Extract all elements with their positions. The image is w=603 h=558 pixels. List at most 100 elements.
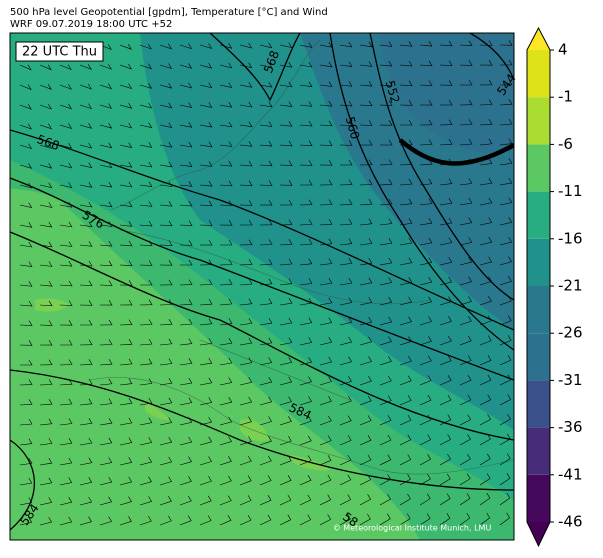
wind-barb: [79, 418, 93, 426]
wind-barb: [299, 376, 312, 386]
wind-barb: [99, 299, 113, 306]
wind-barb: [59, 182, 73, 188]
wind-barb: [319, 317, 333, 326]
wind-barb: [339, 238, 353, 246]
wind-barb: [279, 101, 293, 107]
wind-barb: [339, 514, 351, 526]
wind-barb: [379, 493, 391, 506]
wind-barb: [479, 493, 491, 506]
wind-barb: [499, 40, 513, 46]
wind-barb: [119, 319, 133, 326]
wind-barb: [180, 259, 193, 266]
wind-barb: [459, 315, 472, 326]
wind-barb: [379, 61, 393, 67]
wind-barb: [199, 239, 213, 246]
wind-barb: [19, 202, 33, 209]
wind-barb: [199, 377, 213, 386]
wind-barb: [319, 435, 332, 446]
wind-barb: [79, 457, 93, 466]
wind-barb: [219, 338, 233, 346]
wind-barb: [479, 414, 492, 426]
wind-barb: [359, 218, 373, 226]
wind-barb: [439, 335, 452, 346]
wind-barb: [439, 257, 453, 266]
wind-barb: [119, 299, 133, 306]
wind-barb: [499, 473, 511, 486]
wind-barb: [139, 181, 153, 188]
wind-barb: [259, 376, 273, 386]
wind-barb: [219, 298, 233, 306]
wind-barbs: [19, 40, 513, 526]
wind-barb: [399, 257, 413, 266]
wind-barb: [419, 355, 432, 366]
wind-barb: [459, 138, 473, 146]
colorbar-tick-label: -36: [558, 418, 583, 436]
wind-barb: [179, 318, 193, 326]
wind-barb: [219, 180, 233, 187]
wind-barb: [139, 260, 153, 266]
wind-barb: [20, 359, 33, 366]
wind-barb: [159, 358, 173, 366]
wind-barb: [199, 318, 213, 326]
wind-barb: [139, 220, 153, 227]
wind-barb: [99, 44, 112, 51]
map: [10, 33, 514, 540]
colorbar: 4 -1 -6 -11 -16 -21 -26 -31 -36 -41 -46: [526, 26, 583, 548]
colorbar-tick-label: -6: [558, 135, 573, 153]
colorbar-extend: [527, 522, 550, 546]
wind-barb: [319, 120, 333, 127]
wind-barb: [439, 355, 452, 366]
wind-barb: [339, 199, 353, 206]
wind-barb: [39, 123, 53, 130]
wind-barb: [279, 199, 293, 206]
wind-barb: [59, 261, 73, 267]
wind-barb: [159, 82, 173, 89]
wind-barb: [239, 436, 252, 446]
wind-barb: [399, 493, 411, 506]
wind-barb: [219, 416, 233, 426]
wind-barb: [399, 198, 413, 206]
wind-barb: [399, 218, 413, 226]
wind-barb: [379, 513, 391, 526]
colorbar-tick-label: -31: [558, 371, 583, 389]
wind-barb: [39, 162, 53, 169]
wind-barb: [339, 435, 352, 446]
wind-barb: [239, 514, 252, 526]
wind-barb: [259, 121, 273, 127]
wind-barb: [119, 358, 133, 366]
wind-barb: [39, 64, 52, 71]
wind-barb: [219, 239, 233, 246]
wind-barb: [459, 99, 473, 106]
wind-barb: [119, 280, 133, 286]
wind-barb: [399, 100, 413, 106]
wind-barb: [99, 83, 113, 90]
colorbar-tick-label: -16: [558, 229, 583, 247]
wind-barb: [319, 415, 332, 426]
wind-barb: [119, 181, 133, 188]
wind-barb: [459, 414, 472, 426]
wind-barb: [219, 357, 233, 366]
wind-barb: [479, 60, 493, 66]
wind-barb: [39, 221, 53, 228]
wind-barb: [179, 102, 193, 109]
wind-barb: [299, 199, 313, 206]
wind-barb: [379, 474, 392, 486]
colorbar-box: [527, 191, 550, 239]
wind-barb: [59, 497, 73, 506]
wind-barb: [339, 474, 352, 486]
wind-barb: [379, 395, 392, 406]
wind-barb: [59, 241, 73, 247]
wind-barb: [159, 338, 173, 346]
wind-barb: [319, 278, 333, 286]
wind-barb: [399, 454, 412, 466]
wind-barb: [259, 101, 273, 108]
wind-barb: [39, 516, 53, 526]
wind-barb: [299, 219, 313, 226]
wind-barb: [279, 140, 293, 147]
wind-barb: [159, 63, 173, 70]
wind-barb: [39, 84, 52, 90]
wind-barb: [219, 62, 233, 69]
wind-barb: [339, 100, 353, 107]
wind-barb: [119, 122, 133, 129]
wind-barb: [359, 100, 373, 107]
